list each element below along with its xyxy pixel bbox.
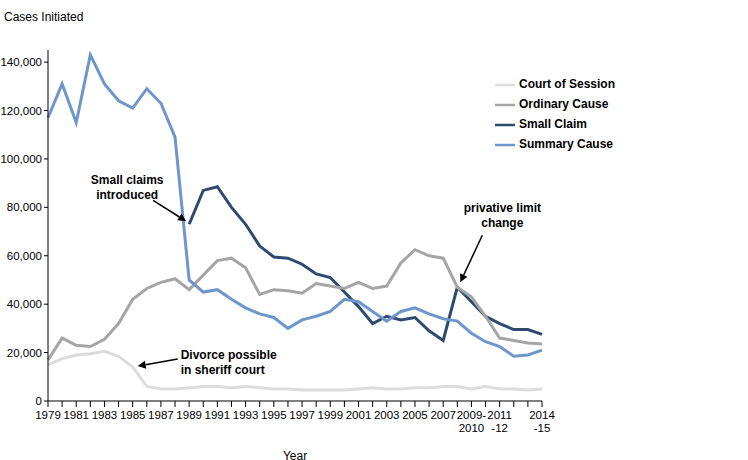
svg-text:120,000: 120,000 (8, 105, 42, 117)
svg-text:1991: 1991 (205, 409, 231, 421)
html-text:Court of Session: Court of Session (519, 77, 615, 92)
svg-text:1997: 1997 (289, 409, 315, 421)
svg-text:40,000: 40,000 (8, 298, 42, 310)
svg-text:2014-15: 2014-15 (529, 409, 555, 434)
html-text:Summary Cause: Summary Cause (519, 137, 613, 152)
svg-text:0: 0 (36, 395, 42, 407)
svg-text:Year: Year (283, 449, 307, 460)
svg-text:2001: 2001 (346, 409, 372, 421)
svg-text:20,000: 20,000 (8, 347, 42, 359)
svg-text:2007: 2007 (430, 409, 456, 421)
html-text:Small Claim: Small Claim (519, 117, 587, 132)
svg-text:1985: 1985 (120, 409, 146, 421)
svg-text:1983: 1983 (92, 409, 118, 421)
svg-text:1995: 1995 (261, 409, 287, 421)
svg-text:100,000: 100,000 (8, 153, 42, 165)
svg-text:1981: 1981 (63, 409, 89, 421)
svg-text:privative limitchange: privative limitchange (464, 201, 541, 230)
svg-text:2009-2010: 2009-2010 (457, 409, 487, 434)
svg-text:140,000: 140,000 (8, 56, 42, 68)
svg-text:60,000: 60,000 (8, 250, 42, 262)
svg-text:2011-12: 2011-12 (487, 409, 512, 434)
html-text:Ordinary Cause: Ordinary Cause (519, 97, 609, 112)
svg-text:1979: 1979 (35, 409, 61, 421)
svg-text:1999: 1999 (317, 409, 343, 421)
svg-text:1993: 1993 (233, 409, 259, 421)
svg-text:2003: 2003 (374, 409, 400, 421)
svg-text:Small claimsintroduced: Small claimsintroduced (91, 173, 164, 202)
svg-text:1989: 1989 (176, 409, 202, 421)
svg-text:2005: 2005 (402, 409, 428, 421)
svg-text:80,000: 80,000 (8, 201, 42, 213)
html-text:Cases Initiated: Cases Initiated (4, 10, 84, 24)
svg-text:Divorce possiblein sheriff cou: Divorce possiblein sheriff court (181, 348, 277, 377)
svg-text:1987: 1987 (148, 409, 174, 421)
